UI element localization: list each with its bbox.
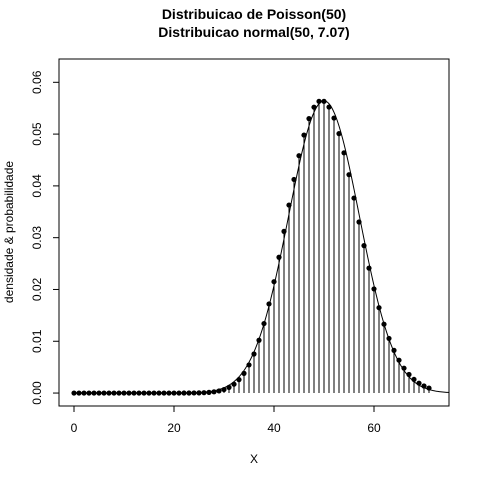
poisson-point — [176, 390, 182, 396]
poisson-point — [276, 254, 282, 260]
poisson-point — [106, 390, 112, 396]
poisson-point — [151, 390, 157, 396]
y-axis-label: densidade & probabilidade — [2, 161, 16, 303]
poisson-point — [296, 153, 302, 159]
poisson-point — [371, 286, 377, 292]
x-axis-label: X — [250, 452, 258, 466]
poisson-point — [311, 104, 317, 110]
chart-subtitle: Distribuicao normal(50, 7.07) — [158, 24, 349, 40]
poisson-point — [171, 390, 177, 396]
poisson-point — [86, 390, 92, 396]
poisson-point — [251, 351, 257, 357]
poisson-point — [266, 301, 272, 307]
poisson-point — [321, 98, 327, 104]
poisson-point — [201, 390, 207, 396]
poisson-point — [236, 377, 242, 383]
x-axis: 0 20 40 60 — [71, 405, 381, 435]
poisson-point — [221, 386, 227, 393]
poisson-point — [301, 132, 307, 138]
poisson-point — [346, 172, 352, 178]
poisson-point — [376, 305, 382, 311]
poisson-point — [256, 337, 262, 343]
poisson-point — [186, 390, 192, 396]
poisson-point — [291, 176, 297, 183]
poisson-point — [351, 195, 357, 201]
poisson-point — [391, 347, 397, 353]
x-tick-label: 60 — [367, 421, 381, 435]
poisson-point — [246, 362, 252, 368]
poisson-point — [126, 390, 132, 396]
poisson-point — [341, 150, 347, 156]
poisson-point — [421, 383, 427, 389]
poisson-point — [361, 243, 367, 249]
poisson-point — [166, 390, 172, 396]
y-tick-label: 0.03 — [30, 226, 44, 250]
poisson-point — [286, 202, 292, 208]
x-tick-label: 40 — [267, 421, 281, 435]
y-tick-label: 0.02 — [30, 277, 44, 301]
poisson-point — [261, 320, 267, 327]
poisson-point — [111, 390, 117, 396]
poisson-point — [316, 98, 322, 104]
poisson-point — [271, 279, 277, 285]
poisson-point — [366, 265, 372, 271]
poisson-point — [211, 389, 217, 395]
poisson-point — [91, 390, 97, 396]
poisson-point — [226, 384, 232, 390]
poisson-point — [81, 390, 87, 396]
poisson-point — [161, 390, 167, 396]
poisson-point — [216, 388, 222, 394]
poisson-point — [241, 370, 247, 376]
x-tick-label: 20 — [167, 421, 181, 435]
poisson-point — [96, 390, 102, 396]
poisson-point — [131, 390, 137, 396]
poisson-point — [146, 390, 152, 396]
poisson-point — [416, 380, 422, 386]
plot-area — [71, 98, 450, 396]
y-tick-label: 0.04 — [30, 174, 44, 198]
y-tick-label: 0.06 — [30, 70, 44, 94]
y-axis: 0.00 0.01 0.02 0.03 0.04 0.05 0.06 — [30, 70, 60, 405]
poisson-point — [136, 390, 142, 396]
poisson-point — [231, 381, 237, 387]
poisson-point — [396, 357, 402, 363]
poisson-point — [156, 390, 162, 396]
poisson-point — [331, 115, 337, 121]
poisson-point — [141, 390, 147, 396]
poisson-point — [411, 376, 417, 383]
poisson-point — [306, 116, 312, 122]
y-tick-label: 0.00 — [30, 381, 44, 405]
poisson-point — [116, 390, 122, 396]
poisson-point — [71, 390, 77, 396]
poisson-point — [381, 321, 387, 327]
poisson-point — [386, 335, 392, 342]
poisson-point — [336, 131, 342, 137]
poisson-point — [401, 365, 407, 371]
poisson-point — [326, 104, 332, 110]
chart-title: Distribuicao de Poisson(50) — [162, 6, 346, 22]
poisson-point — [121, 390, 127, 396]
poisson-point — [356, 219, 362, 225]
poisson-point — [101, 390, 107, 396]
y-tick-label: 0.05 — [30, 122, 44, 146]
poisson-point — [206, 389, 212, 395]
poisson-point — [191, 390, 197, 396]
x-tick-label: 0 — [71, 421, 78, 435]
poisson-point — [76, 390, 82, 396]
poisson-point — [281, 228, 287, 234]
poisson-point — [196, 390, 202, 396]
poisson-point — [426, 385, 432, 391]
poisson-point — [181, 390, 187, 396]
y-tick-label: 0.01 — [30, 329, 44, 353]
poisson-point — [406, 371, 412, 378]
